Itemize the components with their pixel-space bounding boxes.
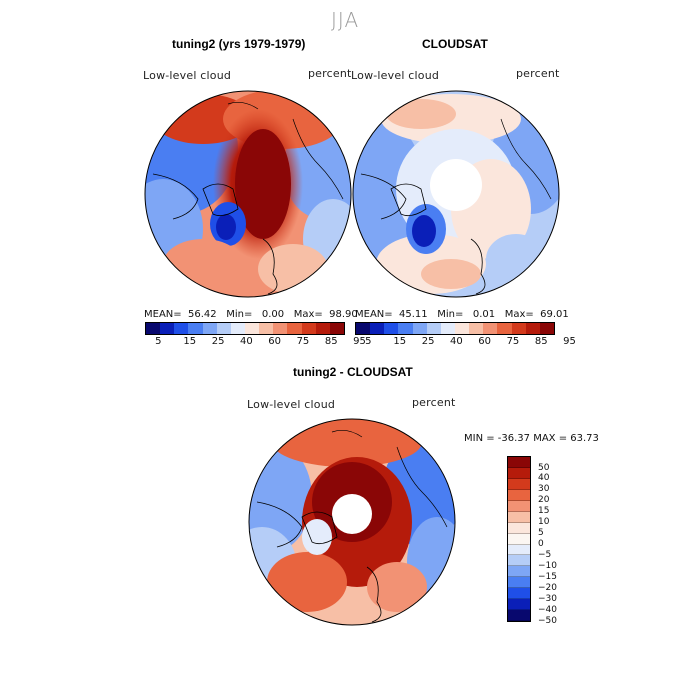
colorbar-tick-label: 30 [538, 484, 550, 495]
colorbar-swatch [202, 323, 217, 334]
colorbar-swatch [174, 323, 189, 334]
colorbar-swatch [426, 323, 441, 334]
panel2-variable-label: Low-level cloud [351, 69, 440, 82]
colorbar-tick-label: 15 [538, 506, 550, 517]
colorbar-tick-label: −10 [538, 560, 557, 571]
colorbar-swatch [483, 323, 498, 334]
panel2-stats: MEAN= 45.11 Min= 0.01 Max= 69.01 [355, 309, 569, 320]
colorbar-swatch [287, 323, 302, 334]
colorbar-swatch [508, 566, 530, 578]
colorbar-tick-label: 75 [296, 336, 310, 347]
panel1-stats: MEAN= 56.42 Min= 0.00 Max= 98.90 [144, 309, 358, 320]
colorbar-swatch [508, 555, 530, 567]
colorbar-tick-label: 60 [478, 336, 492, 347]
colorbar-tick-label: −20 [538, 582, 557, 593]
colorbar-swatch [508, 599, 530, 611]
colorbar-tick-label: 5 [155, 336, 162, 347]
colorbar-swatch [440, 323, 455, 334]
colorbar-swatch [259, 323, 274, 334]
colorbar-swatch [508, 610, 530, 622]
colorbar-swatch [508, 467, 530, 479]
diff-polar-map [248, 418, 456, 626]
panel1-polar-map [144, 90, 352, 298]
panel2-units-label: percent [516, 67, 560, 80]
colorbar-tick-label: 75 [506, 336, 520, 347]
diff-colorbar [507, 456, 531, 622]
colorbar-tick-label: 40 [240, 336, 253, 347]
colorbar-swatch [508, 533, 530, 545]
colorbar-tick-label: 85 [324, 336, 338, 347]
colorbar-swatch [508, 489, 530, 501]
colorbar-swatch [315, 323, 330, 334]
colorbar-swatch [454, 323, 470, 334]
colorbar-tick-label: 40 [538, 473, 550, 484]
panel1-units-label: percent [308, 67, 352, 80]
colorbar-tick-label: 15 [393, 336, 407, 347]
colorbar-swatch [508, 544, 530, 556]
colorbar-swatch [356, 323, 371, 334]
colorbar-swatch [273, 323, 288, 334]
colorbar-swatch [244, 323, 260, 334]
colorbar-tick-label: 0 [538, 539, 544, 550]
colorbar-tick-label: 5 [365, 336, 372, 347]
colorbar-tick-label: 95 [353, 336, 366, 347]
colorbar-tick-label: −30 [538, 593, 557, 604]
panel2-colorbar [355, 322, 555, 335]
colorbar-swatch [230, 323, 245, 334]
colorbar-tick-label: 60 [268, 336, 282, 347]
colorbar-tick-label: 85 [534, 336, 548, 347]
colorbar-tick-label: 10 [538, 517, 550, 528]
colorbar-swatch [398, 323, 413, 334]
colorbar-swatch [412, 323, 427, 334]
colorbar-swatch [216, 323, 231, 334]
colorbar-tick-label: 50 [538, 462, 550, 473]
colorbar-tick-label: 15 [183, 336, 197, 347]
colorbar-swatch [508, 478, 530, 490]
colorbar-tick-label: −40 [538, 604, 557, 615]
colorbar-swatch [146, 323, 161, 334]
panel1-title: tuning2 (yrs 1979-1979) [172, 37, 306, 51]
colorbar-swatch [188, 323, 203, 334]
diff-colorbar-ticks: 50 40 30 20 15 10 5 0 −5 −10 −15 −20 −30 −40 −50 [536, 456, 576, 626]
colorbar-swatch [511, 323, 526, 334]
colorbar-swatch [508, 588, 530, 600]
colorbar-swatch [508, 457, 530, 468]
colorbar-tick-label: −50 [538, 615, 557, 626]
colorbar-swatch [301, 323, 316, 334]
colorbar-swatch [508, 577, 530, 589]
colorbar-tick-label: 25 [421, 336, 435, 347]
colorbar-swatch [160, 323, 175, 334]
colorbar-tick-label: 40 [450, 336, 463, 347]
colorbar-swatch [329, 323, 344, 334]
colorbar-swatch [508, 511, 530, 523]
colorbar-tick-label: 5 [538, 528, 544, 539]
panel1-colorbar [145, 322, 345, 335]
diff-units-label: percent [412, 396, 456, 409]
diff-title: tuning2 - CLOUDSAT [293, 365, 413, 379]
colorbar-swatch [384, 323, 399, 334]
colorbar-swatch [508, 522, 530, 534]
colorbar-swatch [539, 323, 554, 334]
colorbar-swatch [497, 323, 512, 334]
colorbar-tick-label: 25 [211, 336, 225, 347]
colorbar-swatch [469, 323, 484, 334]
colorbar-swatch [370, 323, 385, 334]
panel1-variable-label: Low-level cloud [143, 69, 232, 82]
colorbar-tick-label: −5 [538, 550, 552, 561]
panel2-title: CLOUDSAT [422, 37, 488, 51]
colorbar-swatch [508, 500, 530, 512]
diff-variable-label: Low-level cloud [247, 398, 336, 411]
panel2-polar-map [352, 90, 560, 298]
colorbar-tick-label: −15 [538, 571, 557, 582]
colorbar-swatch [525, 323, 540, 334]
diff-minmax: MIN = -36.37 MAX = 63.73 [464, 433, 599, 444]
season-title: JJA [331, 8, 360, 32]
colorbar-tick-label: 20 [538, 495, 550, 506]
colorbar-tick-label: 95 [563, 336, 576, 347]
